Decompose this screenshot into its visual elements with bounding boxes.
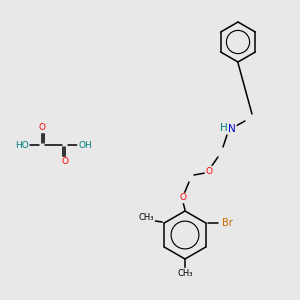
Text: Br: Br: [222, 218, 233, 228]
Text: O: O: [38, 124, 46, 133]
Text: O: O: [179, 194, 187, 202]
Text: O: O: [206, 167, 212, 176]
Text: CH₃: CH₃: [177, 268, 193, 278]
Text: HO: HO: [15, 140, 29, 149]
Text: CH₃: CH₃: [139, 214, 154, 223]
Text: H: H: [220, 123, 228, 133]
Text: O: O: [61, 158, 68, 166]
Text: N: N: [228, 124, 236, 134]
Text: OH: OH: [78, 140, 92, 149]
